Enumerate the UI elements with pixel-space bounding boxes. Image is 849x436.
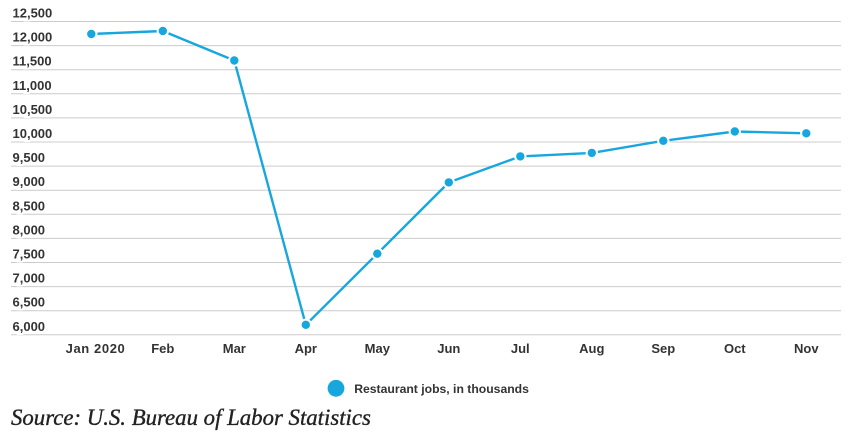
svg-text:9,000: 9,000 — [13, 174, 46, 189]
svg-text:10,000: 10,000 — [13, 126, 53, 141]
svg-text:Jul: Jul — [511, 341, 530, 356]
svg-text:Source: U.S. Bureau of Labor S: Source: U.S. Bureau of Labor Statistics — [11, 405, 371, 430]
svg-text:6,500: 6,500 — [13, 295, 46, 310]
svg-text:Restaurant jobs, in thousands: Restaurant jobs, in thousands — [354, 382, 529, 396]
svg-text:12,000: 12,000 — [13, 30, 53, 45]
svg-text:Apr: Apr — [295, 341, 317, 356]
svg-text:Jun: Jun — [437, 341, 460, 356]
svg-text:7,500: 7,500 — [13, 247, 46, 262]
svg-text:8,000: 8,000 — [13, 222, 46, 237]
svg-text:Mar: Mar — [223, 341, 246, 356]
svg-text:12,500: 12,500 — [13, 6, 53, 21]
svg-text:11,000: 11,000 — [13, 78, 52, 93]
svg-text:Nov: Nov — [794, 341, 819, 356]
svg-text:Aug: Aug — [579, 341, 604, 356]
svg-text:Feb: Feb — [151, 341, 174, 356]
svg-text:6,000: 6,000 — [13, 319, 46, 334]
svg-text:11,500: 11,500 — [13, 54, 52, 69]
svg-text:7,000: 7,000 — [13, 271, 46, 286]
svg-text:8,500: 8,500 — [13, 198, 46, 213]
svg-text:May: May — [365, 341, 391, 356]
svg-text:Jan 2020: Jan 2020 — [66, 341, 126, 356]
svg-text:Oct: Oct — [724, 341, 746, 356]
svg-text:9,500: 9,500 — [13, 150, 46, 165]
svg-text:10,500: 10,500 — [13, 102, 53, 117]
svg-text:Sep: Sep — [651, 341, 675, 356]
